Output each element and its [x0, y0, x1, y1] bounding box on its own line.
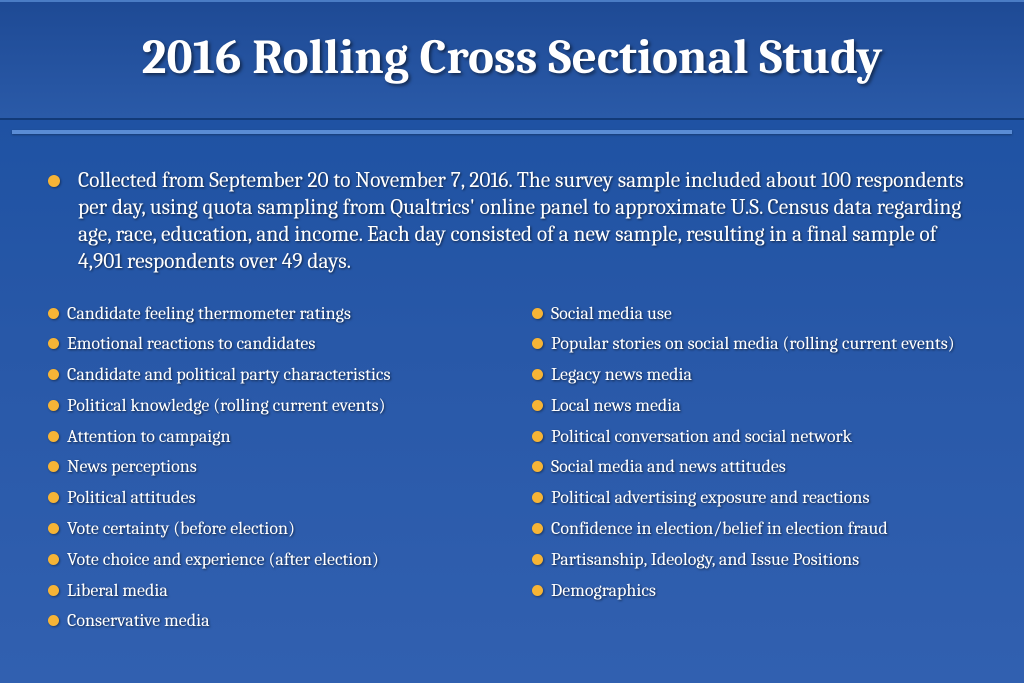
- list-item-text: Confidence in election/belief in electio…: [551, 517, 888, 541]
- bullet-icon: [532, 400, 543, 411]
- list-item: Local news media: [532, 394, 976, 418]
- bullet-icon: [48, 492, 59, 503]
- list-item: Social media use: [532, 302, 976, 326]
- bullet-icon: [48, 523, 59, 534]
- list-item-text: Social media and news attitudes: [551, 455, 786, 479]
- bullet-icon: [532, 554, 543, 565]
- list-item-text: Popular stories on social media (rolling…: [551, 332, 955, 356]
- bullet-icon: [532, 431, 543, 442]
- list-item-text: Local news media: [551, 394, 681, 418]
- list-item-text: Attention to campaign: [67, 425, 231, 449]
- list-item: Political advertising exposure and react…: [532, 486, 976, 510]
- list-item-text: Liberal media: [67, 579, 168, 603]
- two-column-layout: Candidate feeling thermometer ratings Emo…: [48, 302, 976, 641]
- list-item-text: Political knowledge (rolling current eve…: [67, 394, 386, 418]
- bullet-icon: [532, 369, 543, 380]
- bullet-icon: [48, 615, 59, 626]
- bullet-icon: [48, 554, 59, 565]
- bullet-icon: [532, 308, 543, 319]
- bullet-icon: [532, 492, 543, 503]
- bullet-icon: [48, 338, 59, 349]
- list-item: Popular stories on social media (rolling…: [532, 332, 976, 356]
- title-band: 2016 Rolling Cross Sectional Study: [0, 0, 1024, 120]
- list-item: Vote certainty (before election): [48, 517, 492, 541]
- list-item-text: Candidate and political party characteri…: [67, 363, 391, 387]
- slide-title: 2016 Rolling Cross Sectional Study: [40, 30, 984, 86]
- list-item: Demographics: [532, 579, 976, 603]
- bullet-icon: [532, 585, 543, 596]
- bullet-icon: [48, 431, 59, 442]
- list-item: Attention to campaign: [48, 425, 492, 449]
- list-item-text: Demographics: [551, 579, 656, 603]
- list-item: Political attitudes: [48, 486, 492, 510]
- list-item: Vote choice and experience (after electi…: [48, 548, 492, 572]
- bullet-icon: [532, 461, 543, 472]
- list-item-text: Legacy news media: [551, 363, 692, 387]
- intro-bullet-row: Collected from September 20 to November …: [48, 168, 976, 276]
- bullet-icon: [532, 338, 543, 349]
- bullet-icon: [48, 400, 59, 411]
- list-item-text: Social media use: [551, 302, 672, 326]
- list-item-text: Partisanship, Ideology, and Issue Positi…: [551, 548, 859, 572]
- bullet-icon: [532, 523, 543, 534]
- list-item: Candidate and political party characteri…: [48, 363, 492, 387]
- list-item: Liberal media: [48, 579, 492, 603]
- list-item: Confidence in election/belief in electio…: [532, 517, 976, 541]
- list-item-text: Political advertising exposure and react…: [551, 486, 870, 510]
- bullet-icon: [48, 175, 60, 187]
- intro-text: Collected from September 20 to November …: [78, 168, 976, 276]
- list-item-text: Vote certainty (before election): [67, 517, 295, 541]
- list-item: Emotional reactions to candidates: [48, 332, 492, 356]
- list-item: Legacy news media: [532, 363, 976, 387]
- list-item-text: Political conversation and social networ…: [551, 425, 852, 449]
- bullet-icon: [48, 369, 59, 380]
- right-column: Social media use Popular stories on socia…: [532, 302, 976, 641]
- list-item-text: Political attitudes: [67, 486, 196, 510]
- list-item: Candidate feeling thermometer ratings: [48, 302, 492, 326]
- bullet-icon: [48, 461, 59, 472]
- bullet-icon: [48, 308, 59, 319]
- list-item: Political conversation and social networ…: [532, 425, 976, 449]
- list-item-text: News perceptions: [67, 455, 197, 479]
- list-item: Social media and news attitudes: [532, 455, 976, 479]
- list-item: News perceptions: [48, 455, 492, 479]
- list-item: Political knowledge (rolling current eve…: [48, 394, 492, 418]
- list-item-text: Vote choice and experience (after electi…: [67, 548, 379, 572]
- bullet-icon: [48, 585, 59, 596]
- left-column: Candidate feeling thermometer ratings Emo…: [48, 302, 492, 641]
- list-item: Conservative media: [48, 609, 492, 633]
- list-item-text: Conservative media: [67, 609, 210, 633]
- content-area: Collected from September 20 to November …: [0, 134, 1024, 660]
- list-item-text: Candidate feeling thermometer ratings: [67, 302, 351, 326]
- list-item: Partisanship, Ideology, and Issue Positi…: [532, 548, 976, 572]
- list-item-text: Emotional reactions to candidates: [67, 332, 315, 356]
